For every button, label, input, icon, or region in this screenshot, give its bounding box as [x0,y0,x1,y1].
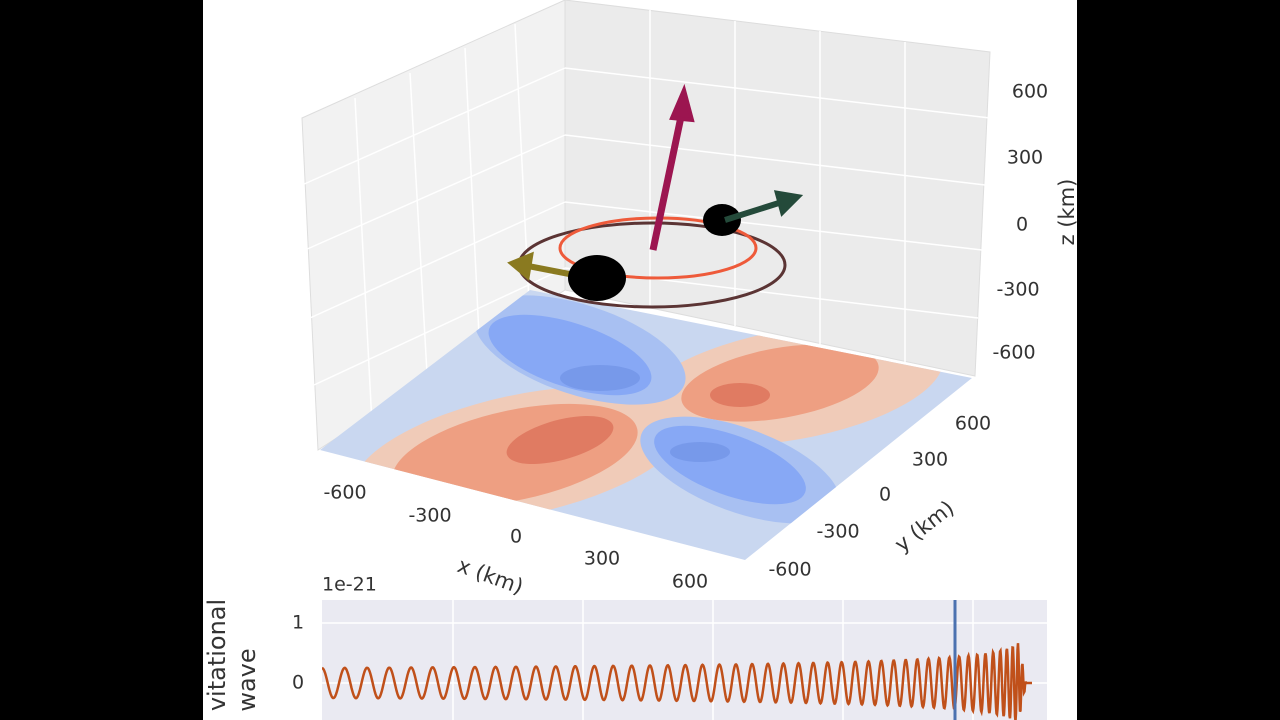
wave-axes [322,600,1047,720]
y-tick-label: 0 [879,484,891,506]
arrowhead [507,251,534,281]
x-tick-label: 300 [584,548,620,570]
offset-text: 1e-21 [322,574,377,596]
y-tick-label: -600 [768,559,811,581]
spin-arrow [649,111,686,251]
z-tick-label: 600 [1012,81,1048,103]
x-tick-label: 600 [672,571,708,593]
velocity-arrow [724,199,783,223]
y-tick-label: 600 [955,413,991,435]
y-tick-label: 300 [912,449,948,471]
z-tick-label: -300 [996,279,1039,301]
z-tick-label: -600 [992,342,1035,364]
x-tick-label: -300 [408,505,451,527]
back-pane [564,0,991,377]
y-tick-label: -300 [816,521,859,543]
letterbox [0,0,203,720]
z-tick-label: 300 [1007,147,1043,169]
wave-tick-label: 0 [292,672,304,694]
wave-y-label: wave [233,648,261,711]
wave-y-label: vitational [203,599,231,711]
black-hole [703,204,741,236]
arrowhead [669,83,695,123]
waveform [322,643,1032,720]
black-hole [568,255,626,301]
letterbox [1077,0,1280,720]
z-tick-label: 0 [1016,214,1028,236]
z-axis-label: z (km) [1055,179,1079,246]
wave-tick-label: 1 [292,612,304,634]
x-tick-label: -600 [323,482,366,504]
x-tick-label: 0 [510,526,522,548]
arrowhead [773,190,804,217]
